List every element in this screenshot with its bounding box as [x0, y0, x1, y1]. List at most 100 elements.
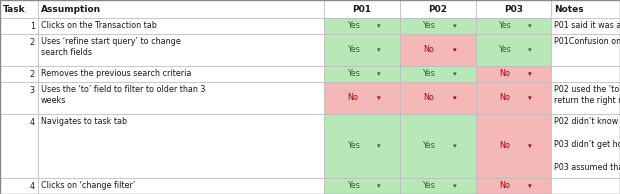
Bar [551, 34, 620, 66]
Text: Yes: Yes [347, 182, 360, 191]
Bar [0, 114, 38, 178]
Bar [551, 178, 620, 194]
Bar [38, 66, 324, 82]
Text: Yes: Yes [347, 46, 360, 55]
Text: No: No [348, 94, 358, 102]
Text: P01Confusion on why refining is needed to start with: P01Confusion on why refining is needed t… [554, 37, 620, 46]
Text: Yes: Yes [498, 46, 511, 55]
Bar [0, 0, 38, 18]
Bar [324, 82, 400, 114]
Bar [324, 114, 400, 178]
Text: ▾: ▾ [528, 183, 532, 189]
Bar [476, 34, 551, 66]
Text: P02 didn’t know where they had arrived at.

P03 didn’t get how this tab differs : P02 didn’t know where they had arrived a… [554, 117, 620, 172]
Bar [551, 0, 620, 18]
Bar [400, 82, 476, 114]
Text: No: No [499, 69, 510, 79]
Bar [38, 0, 324, 18]
Bar [476, 18, 551, 34]
Text: Yes: Yes [422, 22, 435, 30]
Text: Uses the ‘to’ field to filter to older than 3
weeks: Uses the ‘to’ field to filter to older t… [41, 85, 205, 105]
Bar [324, 34, 400, 66]
Bar [324, 178, 400, 194]
Text: No: No [423, 94, 434, 102]
Text: Yes: Yes [498, 22, 511, 30]
Text: P01 said it was a “good guess”: P01 said it was a “good guess” [554, 21, 620, 30]
Text: Removes the previous search criteria: Removes the previous search criteria [41, 69, 191, 78]
Bar [400, 18, 476, 34]
Text: P02: P02 [428, 4, 447, 14]
Text: Yes: Yes [422, 182, 435, 191]
Text: No: No [499, 141, 510, 151]
Bar [0, 178, 38, 194]
Text: Navigates to task tab: Navigates to task tab [41, 117, 127, 126]
Text: 4: 4 [30, 182, 35, 191]
Text: No: No [499, 182, 510, 191]
Text: Yes: Yes [422, 69, 435, 79]
Text: ▾: ▾ [528, 47, 532, 53]
Text: P03: P03 [504, 4, 523, 14]
Text: ▾: ▾ [377, 95, 381, 101]
Text: ▾: ▾ [453, 71, 456, 77]
Text: ▾: ▾ [453, 143, 456, 149]
Bar [476, 114, 551, 178]
Text: Yes: Yes [347, 69, 360, 79]
Text: Yes: Yes [347, 22, 360, 30]
Text: P02 used the ‘to’ field as a ‘from’ field instead. This won’t
return the right r: P02 used the ‘to’ field as a ‘from’ fiel… [554, 85, 620, 106]
Text: ▾: ▾ [528, 95, 532, 101]
Text: Assumption: Assumption [41, 4, 101, 14]
Bar [0, 34, 38, 66]
Text: ▾: ▾ [377, 47, 381, 53]
Text: No: No [423, 46, 434, 55]
Bar [0, 82, 38, 114]
Bar [476, 66, 551, 82]
Text: Yes: Yes [422, 141, 435, 151]
Bar [324, 66, 400, 82]
Text: Yes: Yes [347, 141, 360, 151]
Bar [38, 34, 324, 66]
Text: Notes: Notes [554, 4, 584, 14]
Bar [400, 34, 476, 66]
Bar [551, 114, 620, 178]
Bar [551, 66, 620, 82]
Text: 1: 1 [30, 22, 35, 31]
Bar [476, 178, 551, 194]
Bar [400, 0, 476, 18]
Bar [551, 82, 620, 114]
Bar [476, 82, 551, 114]
Text: Clicks on ‘change filter’: Clicks on ‘change filter’ [41, 181, 135, 190]
Text: 2: 2 [30, 38, 35, 47]
Text: ▾: ▾ [377, 71, 381, 77]
Bar [0, 66, 38, 82]
Bar [400, 66, 476, 82]
Bar [324, 0, 400, 18]
Text: ▾: ▾ [528, 143, 532, 149]
Bar [38, 82, 324, 114]
Text: ▾: ▾ [528, 23, 532, 29]
Bar [38, 18, 324, 34]
Text: ▾: ▾ [377, 183, 381, 189]
Text: ▾: ▾ [377, 143, 381, 149]
Text: Clicks on the Transaction tab: Clicks on the Transaction tab [41, 21, 157, 30]
Bar [38, 114, 324, 178]
Bar [551, 18, 620, 34]
Text: ▾: ▾ [453, 23, 456, 29]
Text: 4: 4 [30, 118, 35, 127]
Bar [38, 178, 324, 194]
Bar [0, 18, 38, 34]
Text: No: No [499, 94, 510, 102]
Text: P01: P01 [353, 4, 371, 14]
Text: ▾: ▾ [528, 71, 532, 77]
Bar [324, 18, 400, 34]
Text: ▾: ▾ [453, 47, 456, 53]
Bar [400, 114, 476, 178]
Text: Uses ‘refine start query’ to change
search fields: Uses ‘refine start query’ to change sear… [41, 37, 180, 57]
Text: ▾: ▾ [453, 183, 456, 189]
Bar [476, 0, 551, 18]
Bar [400, 178, 476, 194]
Text: ▾: ▾ [377, 23, 381, 29]
Text: ▾: ▾ [453, 95, 456, 101]
Text: 3: 3 [30, 86, 35, 95]
Text: Task: Task [3, 4, 25, 14]
Text: 2: 2 [30, 70, 35, 79]
